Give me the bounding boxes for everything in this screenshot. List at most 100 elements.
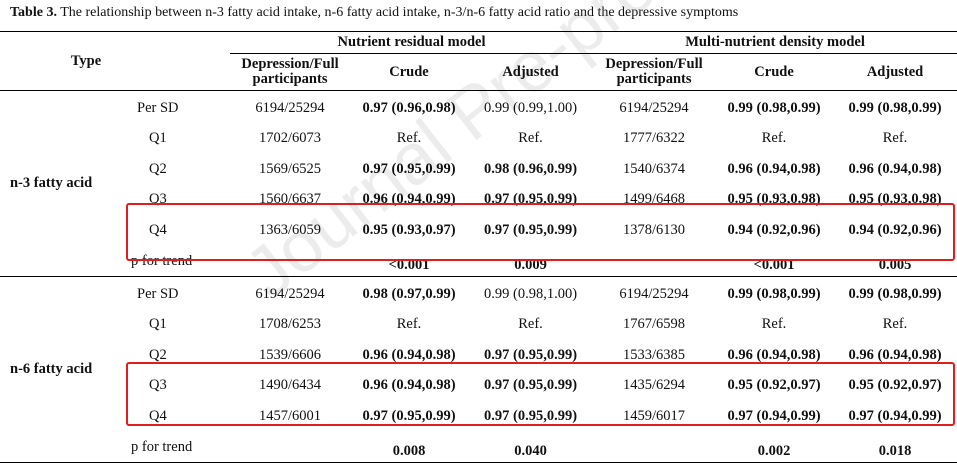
table-caption: Table 3. The relationship between n-3 fa… bbox=[10, 5, 738, 21]
group-header-multi-nutrient: Multi-nutrient density model bbox=[593, 31, 957, 54]
row-item-text: Per SD bbox=[137, 285, 179, 302]
row-item-label: Q4 bbox=[115, 399, 230, 430]
row-item-text: Q2 bbox=[149, 346, 167, 363]
row-item-text: p for trend bbox=[131, 253, 193, 270]
table-cell: 0.97 (0.95,0.99) bbox=[484, 346, 578, 363]
table-cell: 1708/6253 bbox=[259, 316, 322, 333]
table-body: n-3 fatty acid Per SD 6194/25294 0.97 (0.96… bbox=[0, 91, 957, 463]
table-cell: 0.96 (0.94,0.98) bbox=[727, 160, 821, 177]
table-row: Q3 1490/6434 0.96 (0.94,0.98) 0.97 (0.95,0.… bbox=[0, 369, 957, 400]
table-cell: 0.97 (0.95,0.99) bbox=[362, 407, 456, 424]
table-cell: 1533/6385 bbox=[623, 346, 686, 363]
row-item-label: Q2 bbox=[115, 338, 230, 369]
row-item-label: Q3 bbox=[115, 183, 230, 214]
table-cell: 1560/6637 bbox=[259, 191, 322, 208]
table-cell: 1777/6322 bbox=[623, 130, 686, 147]
group-header-nutrient-residual: Nutrient residual model bbox=[230, 31, 594, 54]
table-cell: 0.002 bbox=[715, 429, 834, 463]
table-row: n-3 fatty acid Per SD 6194/25294 0.97 (0.96… bbox=[0, 91, 957, 191]
table-cell: Ref. bbox=[518, 130, 543, 147]
table-row: Q1 1708/6253 Ref. Ref. 1767/6598 Ref. Ref. bbox=[0, 308, 957, 339]
table-row: Q3 1560/6637 0.96 (0.94,0.99) 0.97 (0.95,0.… bbox=[0, 183, 957, 214]
type-header: Type bbox=[0, 31, 231, 91]
subcol-header: Depression/Full participants bbox=[241, 56, 339, 87]
table-cell bbox=[230, 429, 351, 463]
subcol-header: Crude bbox=[389, 63, 429, 80]
row-item-text: p for trend bbox=[131, 439, 193, 456]
table-cell bbox=[230, 244, 350, 277]
row-item-text: Q4 bbox=[149, 407, 167, 424]
table-row: n-6 fatty acid Per SD 6194/25294 0.98 (0.97… bbox=[0, 276, 957, 463]
table-cell: 0.96 (0.94,0.98) bbox=[848, 160, 942, 177]
table-cell: 0.96 (0.94,0.98) bbox=[848, 346, 942, 363]
table-cell: 0.97 (0.95,0.99) bbox=[484, 191, 578, 208]
table-cell: Ref. bbox=[882, 316, 908, 333]
table-cell: 0.95 (0.92,0.97) bbox=[848, 377, 942, 394]
table-cell: 0.97 (0.94,0.99) bbox=[727, 407, 821, 424]
table-row: Q1 1702/6073 Ref. Ref. 1777/6322 Ref. Ref. bbox=[0, 122, 957, 153]
table-cell: Ref. bbox=[396, 316, 422, 333]
table-row: p for trend 0.008 0.040 0.002 0.018 bbox=[0, 429, 957, 463]
row-item-text: Q3 bbox=[149, 377, 167, 394]
table-cell: 6194/25294 bbox=[255, 99, 325, 116]
row-item-label: Per SD bbox=[115, 91, 230, 122]
row-item-text: Q1 bbox=[149, 316, 167, 333]
table-cell: Ref. bbox=[761, 316, 787, 333]
table-cell: 1457/6001 bbox=[259, 407, 322, 424]
table-cell: 0.95 (0.93,0.98) bbox=[848, 191, 942, 208]
table-cell: 0.99 (0.99,1.00) bbox=[484, 99, 578, 116]
table-cell: Ref. bbox=[518, 316, 543, 333]
row-item-text: Q3 bbox=[149, 191, 167, 208]
table-cell: 0.97 (0.96,0.98) bbox=[362, 99, 456, 116]
table-cell: <0.001 bbox=[753, 257, 795, 273]
table-cell: 0.99 (0.98,0.99) bbox=[848, 99, 942, 116]
table-cell: 1540/6374 bbox=[623, 160, 686, 177]
subcol-header: Adjusted bbox=[866, 63, 924, 80]
subcol-header: Depression/Full participants bbox=[605, 56, 703, 87]
table-cell: 0.95 (0.92,0.97) bbox=[727, 377, 821, 394]
table-cell: 6194/25294 bbox=[619, 285, 689, 302]
table-cell: Ref. bbox=[761, 130, 787, 147]
row-item-text: Per SD bbox=[137, 99, 179, 116]
table-row: Q2 1569/6525 0.97 (0.95,0.99) 0.98 (0.96,0.… bbox=[0, 152, 957, 183]
table-cell bbox=[593, 429, 716, 463]
table-cell bbox=[593, 244, 715, 277]
table-cell: 0.96 (0.94,0.98) bbox=[362, 377, 456, 394]
table-cell: 0.96 (0.94,0.98) bbox=[362, 346, 456, 363]
table-cell: 0.98 (0.97,0.99) bbox=[362, 285, 456, 302]
table-cell: 0.94 (0.92,0.96) bbox=[848, 221, 942, 238]
table-cell: 1378/6130 bbox=[623, 221, 686, 238]
table-cell: 0.99 (0.98,0.99) bbox=[727, 99, 821, 116]
table-cell: 6194/25294 bbox=[255, 285, 325, 302]
table-cell: 1459/6017 bbox=[623, 407, 686, 424]
table-cell: 0.97 (0.95,0.99) bbox=[484, 377, 578, 394]
table-cell: 1569/6525 bbox=[259, 160, 322, 177]
table-cell: 0.96 (0.94,0.99) bbox=[362, 191, 456, 208]
table-cell: 0.040 bbox=[468, 429, 594, 463]
table-cell: 0.95 (0.93,0.98) bbox=[727, 191, 821, 208]
table-row: Q2 1539/6606 0.96 (0.94,0.98) 0.97 (0.95,0.… bbox=[0, 338, 957, 369]
header-row-subcols: Depression/Full participants Crude Adjus… bbox=[0, 54, 957, 91]
table-cell: 0.95 (0.93,0.97) bbox=[362, 221, 456, 238]
table-cell: 1435/6294 bbox=[623, 377, 686, 394]
table-cell: 0.99 (0.98,1.00) bbox=[484, 285, 578, 302]
table-cell: 0.97 (0.94,0.99) bbox=[848, 407, 942, 424]
row-item-label: p for trend bbox=[115, 429, 231, 463]
row-item-label: Per SD bbox=[115, 277, 230, 308]
table-cell: 0.97 (0.95,0.99) bbox=[362, 160, 456, 177]
table-cell: 1539/6606 bbox=[259, 346, 322, 363]
table-cell: 1490/6434 bbox=[259, 377, 322, 394]
results-table: Type Nutrient residual model Multi-nutri… bbox=[0, 31, 957, 463]
table-cell: 1363/6059 bbox=[259, 221, 322, 238]
table-cell: 1702/6073 bbox=[259, 130, 322, 147]
table-cell: 1499/6468 bbox=[623, 191, 686, 208]
table-cell: 0.009 bbox=[514, 257, 547, 273]
table-cell: 1767/6598 bbox=[623, 316, 686, 333]
table-cell: 0.99 (0.98,0.99) bbox=[727, 285, 821, 302]
table-cell: 0.99 (0.98,0.99) bbox=[848, 285, 942, 302]
header-row-groups: Type Nutrient residual model Multi-nutri… bbox=[0, 31, 957, 91]
table-cell: 0.018 bbox=[833, 429, 957, 463]
table-cell: Ref. bbox=[396, 130, 422, 147]
table-cell: 0.98 (0.96,0.99) bbox=[484, 160, 578, 177]
table-cell: Ref. bbox=[882, 130, 908, 147]
